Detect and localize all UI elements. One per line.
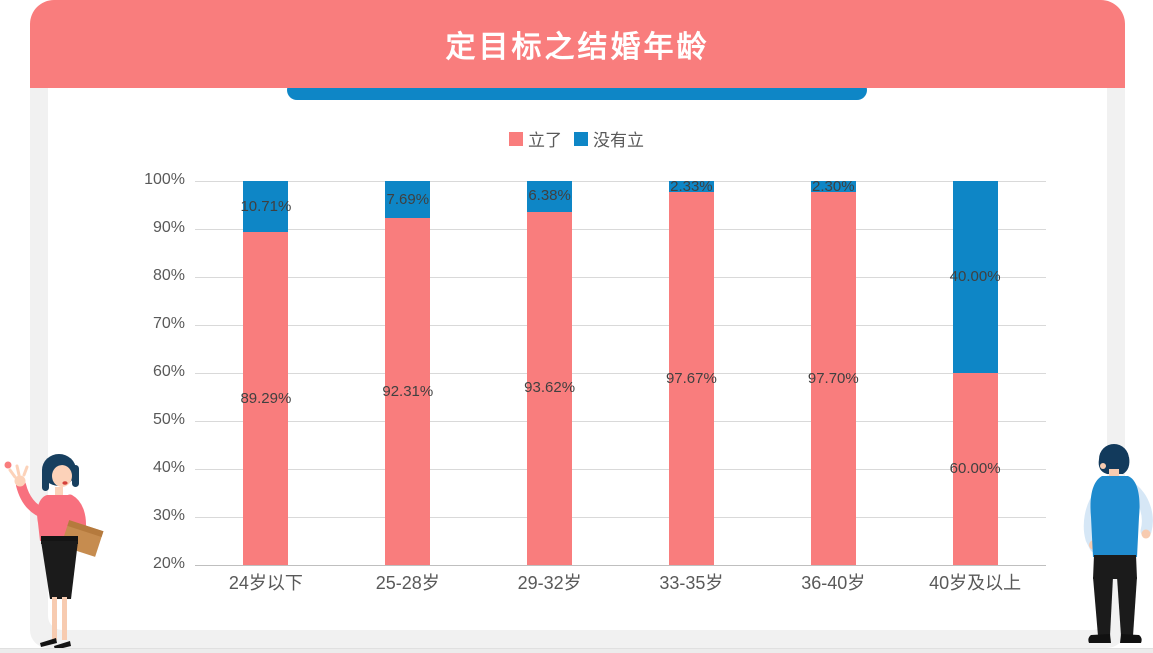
bar-segment-notset [952,181,998,373]
bar-value-label: 7.69% [386,190,430,208]
vest [1090,476,1140,557]
bar-segment-set [810,192,856,565]
header-banner: 定目标之结婚年龄 [30,0,1125,88]
bar-value-label: 93.62% [524,379,576,397]
ear [1100,463,1106,469]
bar-segment-notset [668,181,714,193]
y-tick-label: 100% [144,171,185,188]
y-tick-label: 90% [152,219,185,236]
legend-swatch [509,131,523,146]
shoe [1088,634,1111,643]
bar-value-label: 10.71% [240,197,292,215]
bar-segment-set [668,192,714,565]
grid-line [195,469,1046,470]
bar-segment-set [527,211,573,565]
grid-line [195,325,1046,326]
y-tick-label: 40% [152,459,185,476]
legend-swatch [574,131,588,146]
grid-line [195,565,1046,566]
grid-line [195,373,1046,374]
face [52,465,72,487]
legend-item: 立了 [509,126,562,151]
x-axis-label: 33-35岁 [659,573,724,593]
chart-legend: 立了 没有立 [0,126,1153,151]
y-tick-label: 60% [152,363,185,380]
y-tick-label: 20% [152,555,185,572]
skirt [41,541,78,599]
grid-line [195,181,1046,182]
page-title: 定目标之结婚年龄 [445,30,710,65]
bar-segment-set [385,217,431,565]
bottom-border [0,648,1153,653]
bar-segment-set [243,232,289,565]
bar-value-label: 6.38% [528,187,571,205]
bar-value-label: 60.00% [949,460,1001,477]
y-tick-label: 70% [152,315,185,332]
bar-segment-notset [810,181,856,192]
legend-label: 立了 [528,131,562,150]
shoe [54,641,71,650]
bar-value-label: 97.67% [665,369,717,387]
grid-line [195,517,1046,518]
pant-leg [1117,577,1137,636]
grid-line [195,229,1046,230]
bar-value-label: 97.70% [807,369,859,387]
bar-value-label: 2.30% [812,177,855,195]
bar-segment-notset [385,181,431,218]
lips [62,481,68,485]
bar-value-label: 40.00% [949,268,1001,285]
bar-value-label: 2.33% [670,177,713,195]
bar-segment-notset [527,181,573,212]
shoe [1120,634,1142,643]
pant-leg [1093,577,1113,636]
bar-value-label: 89.29% [240,389,292,407]
x-axis-label: 29-32岁 [517,573,582,593]
legend-label: 没有立 [593,131,644,150]
x-axis-label: 25-28岁 [375,573,440,593]
decorative-dot [4,461,12,469]
grid-line [195,277,1046,278]
shoe [40,638,57,647]
x-axis-label: 40岁及以上 [929,573,1022,593]
chart-card [48,88,1107,630]
legend-item: 没有立 [574,126,644,151]
y-tick-label: 30% [152,507,185,524]
y-tick-label: 50% [152,411,185,428]
man-illustration [1083,444,1153,643]
bar-value-label: 92.31% [382,382,434,400]
x-axis-label: 36-40岁 [801,573,866,593]
grid-line [195,421,1046,422]
y-tick-label: 80% [152,267,185,284]
bar-segment-notset [243,181,289,233]
bar-segment-set [952,373,998,565]
woman-illustration [4,454,104,650]
x-axis-label: 24岁以下 [228,573,303,593]
